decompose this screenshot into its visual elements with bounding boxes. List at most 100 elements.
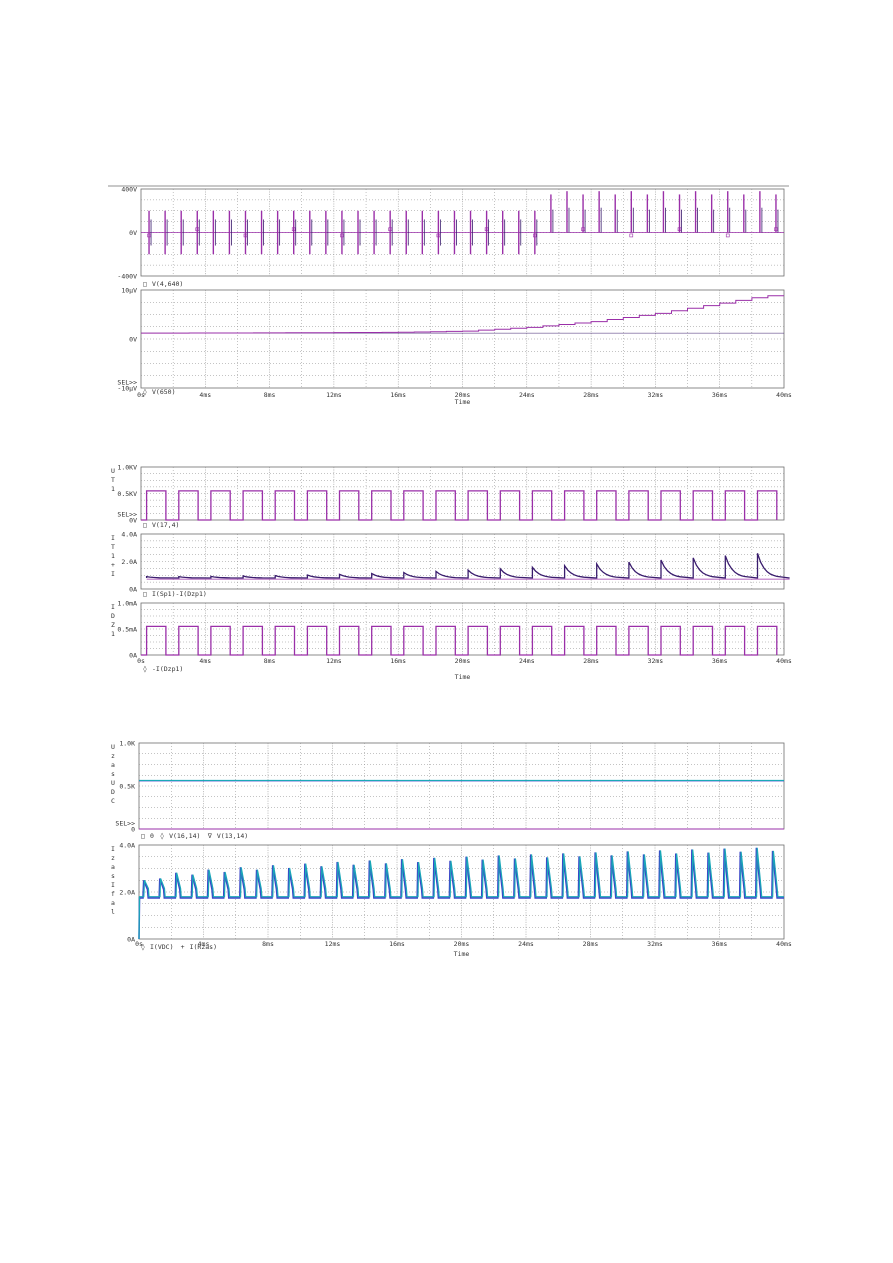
series-isp1-idzp1 [145,553,790,579]
y-axis-letter: I [111,570,115,578]
y-axis-letter: I [111,845,115,853]
y-tick-label: 0V [129,517,137,525]
legend-marker: □ [143,280,147,288]
trace-marker [533,233,537,238]
x-axis-label: Time [454,950,470,958]
x-axis-label: Time [455,673,471,681]
trace-marker [436,233,441,238]
x-tick-label: 20ms [455,657,471,665]
y-axis-letter: z [111,854,115,862]
legend-marker: □ [143,590,147,598]
y-tick-label: 0V [129,229,137,237]
y-axis-letter: s [111,770,115,778]
legend-marker: ◊ [143,388,147,396]
plot-panel-0-0: 400V 0V -400V □ V(4,640) [117,186,785,288]
trace-marker [340,233,344,238]
x-axis-label: Time [455,398,471,406]
x-tick-label: 8ms [262,940,274,948]
trace-marker [195,227,200,232]
y-axis-letter: U [111,467,115,475]
x-tick-label: 12ms [326,391,342,399]
legend-marker: ◊ [141,943,145,951]
y-tick-label: 0.5mA [117,626,137,634]
y-tick-label: 0A [127,936,135,944]
plot-panel-0-1: 10µV 0V SEL>>-10µV ◊ V(650) [117,287,785,396]
x-tick-label: 0s [137,391,145,399]
x-tick-label: 20ms [455,391,471,399]
x-tick-label: 4ms [199,657,211,665]
y-tick-label: 10µV [121,287,137,295]
y-axis-letter: Z [111,621,115,629]
y-axis-letter: D [111,612,115,620]
x-tick-label: 32ms [648,657,664,665]
x-tick-label: 36ms [712,391,728,399]
x-tick-label: 0s [137,657,145,665]
y-axis-letter: a [111,863,115,871]
y-tick-label: 1.0K [119,740,135,748]
trace-marker [725,233,730,238]
legend-marker: □ [143,521,147,529]
trace-marker [629,233,634,238]
trace-marker [291,227,296,232]
x-tick-label: 32ms [648,391,664,399]
y-tick-label: 400V [121,186,137,194]
y-axis-letter: I [111,881,115,889]
legend-label: V(16,14) [169,832,200,840]
x-tick-label: 12ms [326,657,342,665]
y-axis-letter: 1 [111,630,115,638]
y-axis-letter: U [111,743,115,751]
x-tick-label: 28ms [583,940,599,948]
x-tick-label: 20ms [454,940,470,948]
y-axis-letter: I [111,534,115,542]
y-tick-label: 0.5K [119,783,135,791]
sel-marker: SEL>> [117,511,137,519]
y-tick-label: 4.0A [119,842,135,850]
y-tick-label: 0A [129,652,137,660]
y-axis-letter: f [111,890,115,898]
legend-marker: + [181,943,185,951]
sel-marker: SEL>> [117,379,137,387]
y-axis-letter: D [111,788,115,796]
legend-label: I(VDC) [150,943,173,951]
y-axis-letter: T [111,543,115,551]
x-tick-label: 4ms [198,940,210,948]
legend-label: V(4,640) [152,280,183,288]
legend-label: V(650) [152,388,175,396]
y-axis-letter: a [111,761,115,769]
y-tick-label: 1.0mA [117,600,137,608]
x-tick-label: 36ms [712,940,728,948]
legend-marker: ◊ [160,832,164,840]
y-axis-letter: s [111,872,115,880]
y-axis-letter: T [111,476,115,484]
legend-marker: □ [141,832,145,840]
legend-label: V(13,14) [217,832,248,840]
x-tick-label: 40ms [776,391,792,399]
y-tick-label: 2.0A [119,889,135,897]
series-idzp1 [141,625,778,656]
legend-label: V(17,4) [152,521,179,529]
x-tick-label: 16ms [389,940,405,948]
trace-marker [677,227,682,232]
y-axis-letter: a [111,899,115,907]
y-axis-letter: z [111,752,115,760]
x-tick-label: 40ms [776,657,792,665]
legend-label: -I(Dzp1) [152,665,183,673]
y-axis-letter: 1 [111,552,115,560]
y-tick-label: 0 [131,826,135,834]
legend-marker: ∇ [207,832,212,840]
x-tick-label: 32ms [647,940,663,948]
plot-panel-1-0: 1.0KV 0.5KV SEL>>0V UT1 □ V(17,4) [111,464,785,529]
x-tick-label: 16ms [390,391,406,399]
y-axis-letter: + [111,561,115,569]
y-tick-label: -400V [117,273,137,281]
legend-label: I(Sp1)-I(Dzp1) [152,590,207,598]
trace-marker [581,227,585,232]
trace-marker [243,233,248,238]
legend-marker: ◊ [143,665,147,673]
series-v650 [141,295,784,334]
y-axis-letter: 1 [111,485,115,493]
